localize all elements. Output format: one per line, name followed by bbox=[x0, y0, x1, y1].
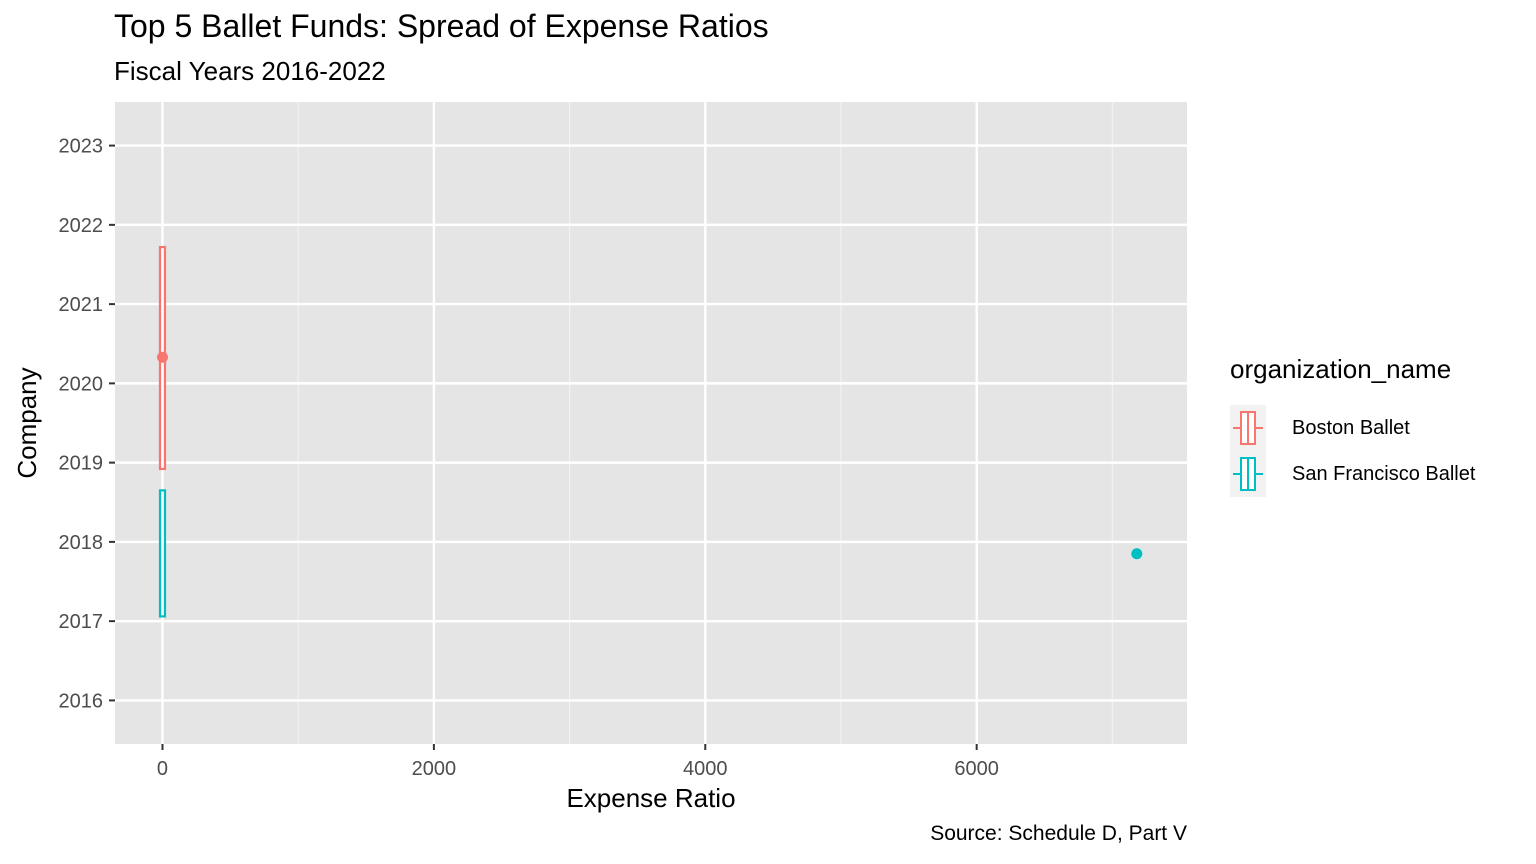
legend-title: organization_name bbox=[1230, 354, 1452, 384]
y-tick-label: 2017 bbox=[59, 611, 104, 633]
x-tick-label: 2000 bbox=[412, 758, 457, 780]
outlier-point bbox=[156, 351, 168, 363]
legend-key-boxplot-icon bbox=[1230, 451, 1266, 497]
chart-subtitle: Fiscal Years 2016-2022 bbox=[114, 56, 386, 86]
legend-key-boxplot-icon bbox=[1230, 405, 1266, 451]
y-tick-label: 2023 bbox=[59, 136, 104, 158]
x-axis-title: Expense Ratio bbox=[566, 783, 735, 813]
y-tick-label: 2018 bbox=[59, 532, 104, 554]
legend-items: Boston Ballet San Francisco Ballet bbox=[1230, 405, 1475, 497]
panel-background bbox=[115, 102, 1187, 744]
box-san-francisco-ballet bbox=[158, 489, 167, 618]
x-tick-label: 4000 bbox=[683, 758, 728, 780]
y-tick-label: 2021 bbox=[59, 294, 104, 316]
legend-label: San Francisco Ballet bbox=[1292, 462, 1476, 485]
y-tick-label: 2019 bbox=[59, 453, 104, 475]
y-axis-title: Company bbox=[12, 367, 42, 478]
y-tick-label: 2016 bbox=[59, 690, 104, 712]
legend-label: Boston Ballet bbox=[1292, 416, 1410, 439]
y-tick-label: 2022 bbox=[59, 215, 104, 237]
legend-item: Boston Ballet bbox=[1230, 405, 1475, 451]
legend-item: San Francisco Ballet bbox=[1230, 451, 1475, 497]
legend: organization_name Boston Ballet San Franc… bbox=[1230, 354, 1475, 497]
outlier-point bbox=[1131, 548, 1143, 560]
chart-caption: Source: Schedule D, Part V bbox=[930, 822, 1187, 845]
x-tick-label: 6000 bbox=[954, 758, 999, 780]
x-tick-label: 0 bbox=[157, 758, 168, 780]
chart-title: Top 5 Ballet Funds: Spread of Expense Ra… bbox=[114, 8, 769, 44]
y-tick-label: 2020 bbox=[59, 373, 104, 395]
